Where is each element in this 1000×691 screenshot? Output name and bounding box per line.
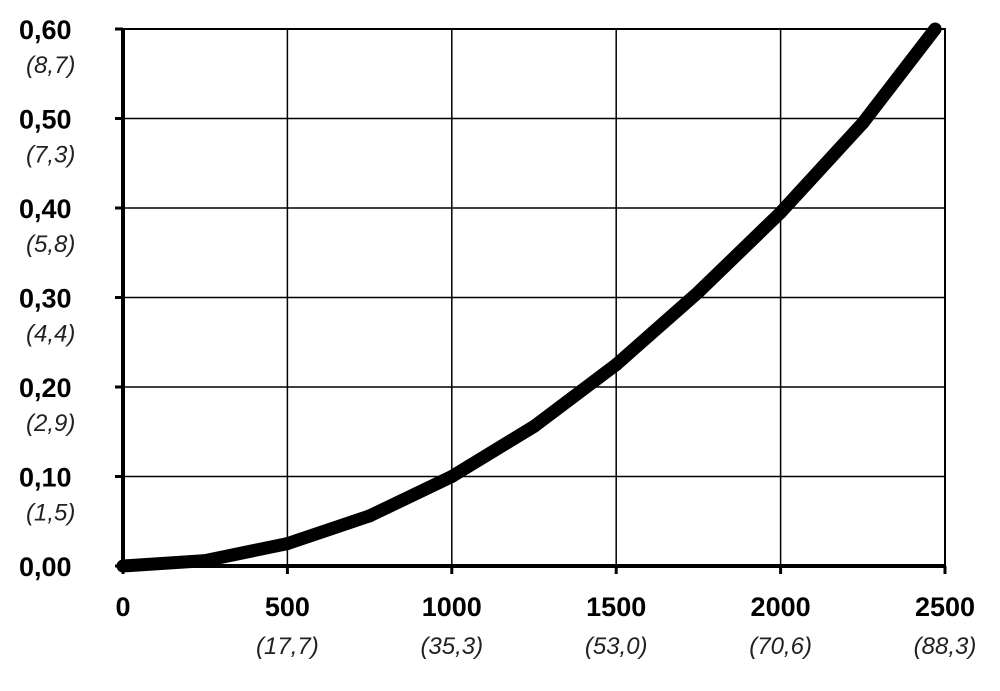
series-layer [116, 22, 942, 573]
x-tick-label-1: 500 [265, 592, 310, 622]
x-tick-sublabel-5: (88,3) [914, 633, 977, 660]
x-tick-label-0: 0 [115, 592, 130, 622]
y-tick-label-1: 0,10 [19, 463, 72, 493]
series-0-point-4 [445, 470, 459, 483]
x-tick-label-3: 1500 [586, 592, 646, 622]
y-tick-label-4: 0,40 [19, 194, 72, 224]
y-tick-sublabel-4: (5,8) [26, 231, 75, 258]
axes-layer [115, 27, 947, 574]
series-0-point-7 [691, 285, 705, 299]
y-tick-label-6: 0,60 [19, 15, 72, 45]
label-layer: 0 500 (17,7) 1000 (35,3) 1500 (53,0) 2000 (70,6)… [19, 15, 976, 660]
x-tick-sublabel-4: (70,6) [749, 633, 812, 660]
series-0-point-8 [774, 205, 788, 219]
y-tick-sublabel-2: (2,9) [26, 410, 75, 437]
y-tick-label-5: 0,50 [19, 105, 72, 135]
grid-layer [123, 29, 945, 566]
y-tick-label-3: 0,30 [19, 284, 72, 314]
series-0-point-9 [856, 116, 870, 130]
x-tick-label-5: 2500 [915, 592, 975, 622]
y-tick-sublabel-1: (1,5) [26, 500, 75, 527]
y-tick-label-2: 0,20 [19, 373, 72, 403]
y-tick-sublabel-5: (7,3) [26, 142, 75, 169]
x-tick-label-2: 1000 [422, 592, 482, 622]
series-0-point-5 [527, 419, 541, 433]
x-tick-sublabel-2: (35,3) [420, 633, 483, 660]
series-0-point-6 [609, 358, 623, 372]
series-0-point-3 [363, 509, 377, 523]
x-tick-sublabel-1: (17,7) [256, 633, 319, 660]
x-tick-sublabel-3: (53,0) [585, 633, 648, 660]
y-tick-sublabel-6: (8,7) [26, 52, 75, 79]
series-0-point-1 [198, 554, 212, 568]
y-tick-label-0: 0,00 [19, 552, 72, 582]
x-tick-label-4: 2000 [751, 592, 811, 622]
y-tick-sublabel-3: (4,4) [26, 321, 75, 348]
series-0-point-2 [280, 537, 294, 551]
